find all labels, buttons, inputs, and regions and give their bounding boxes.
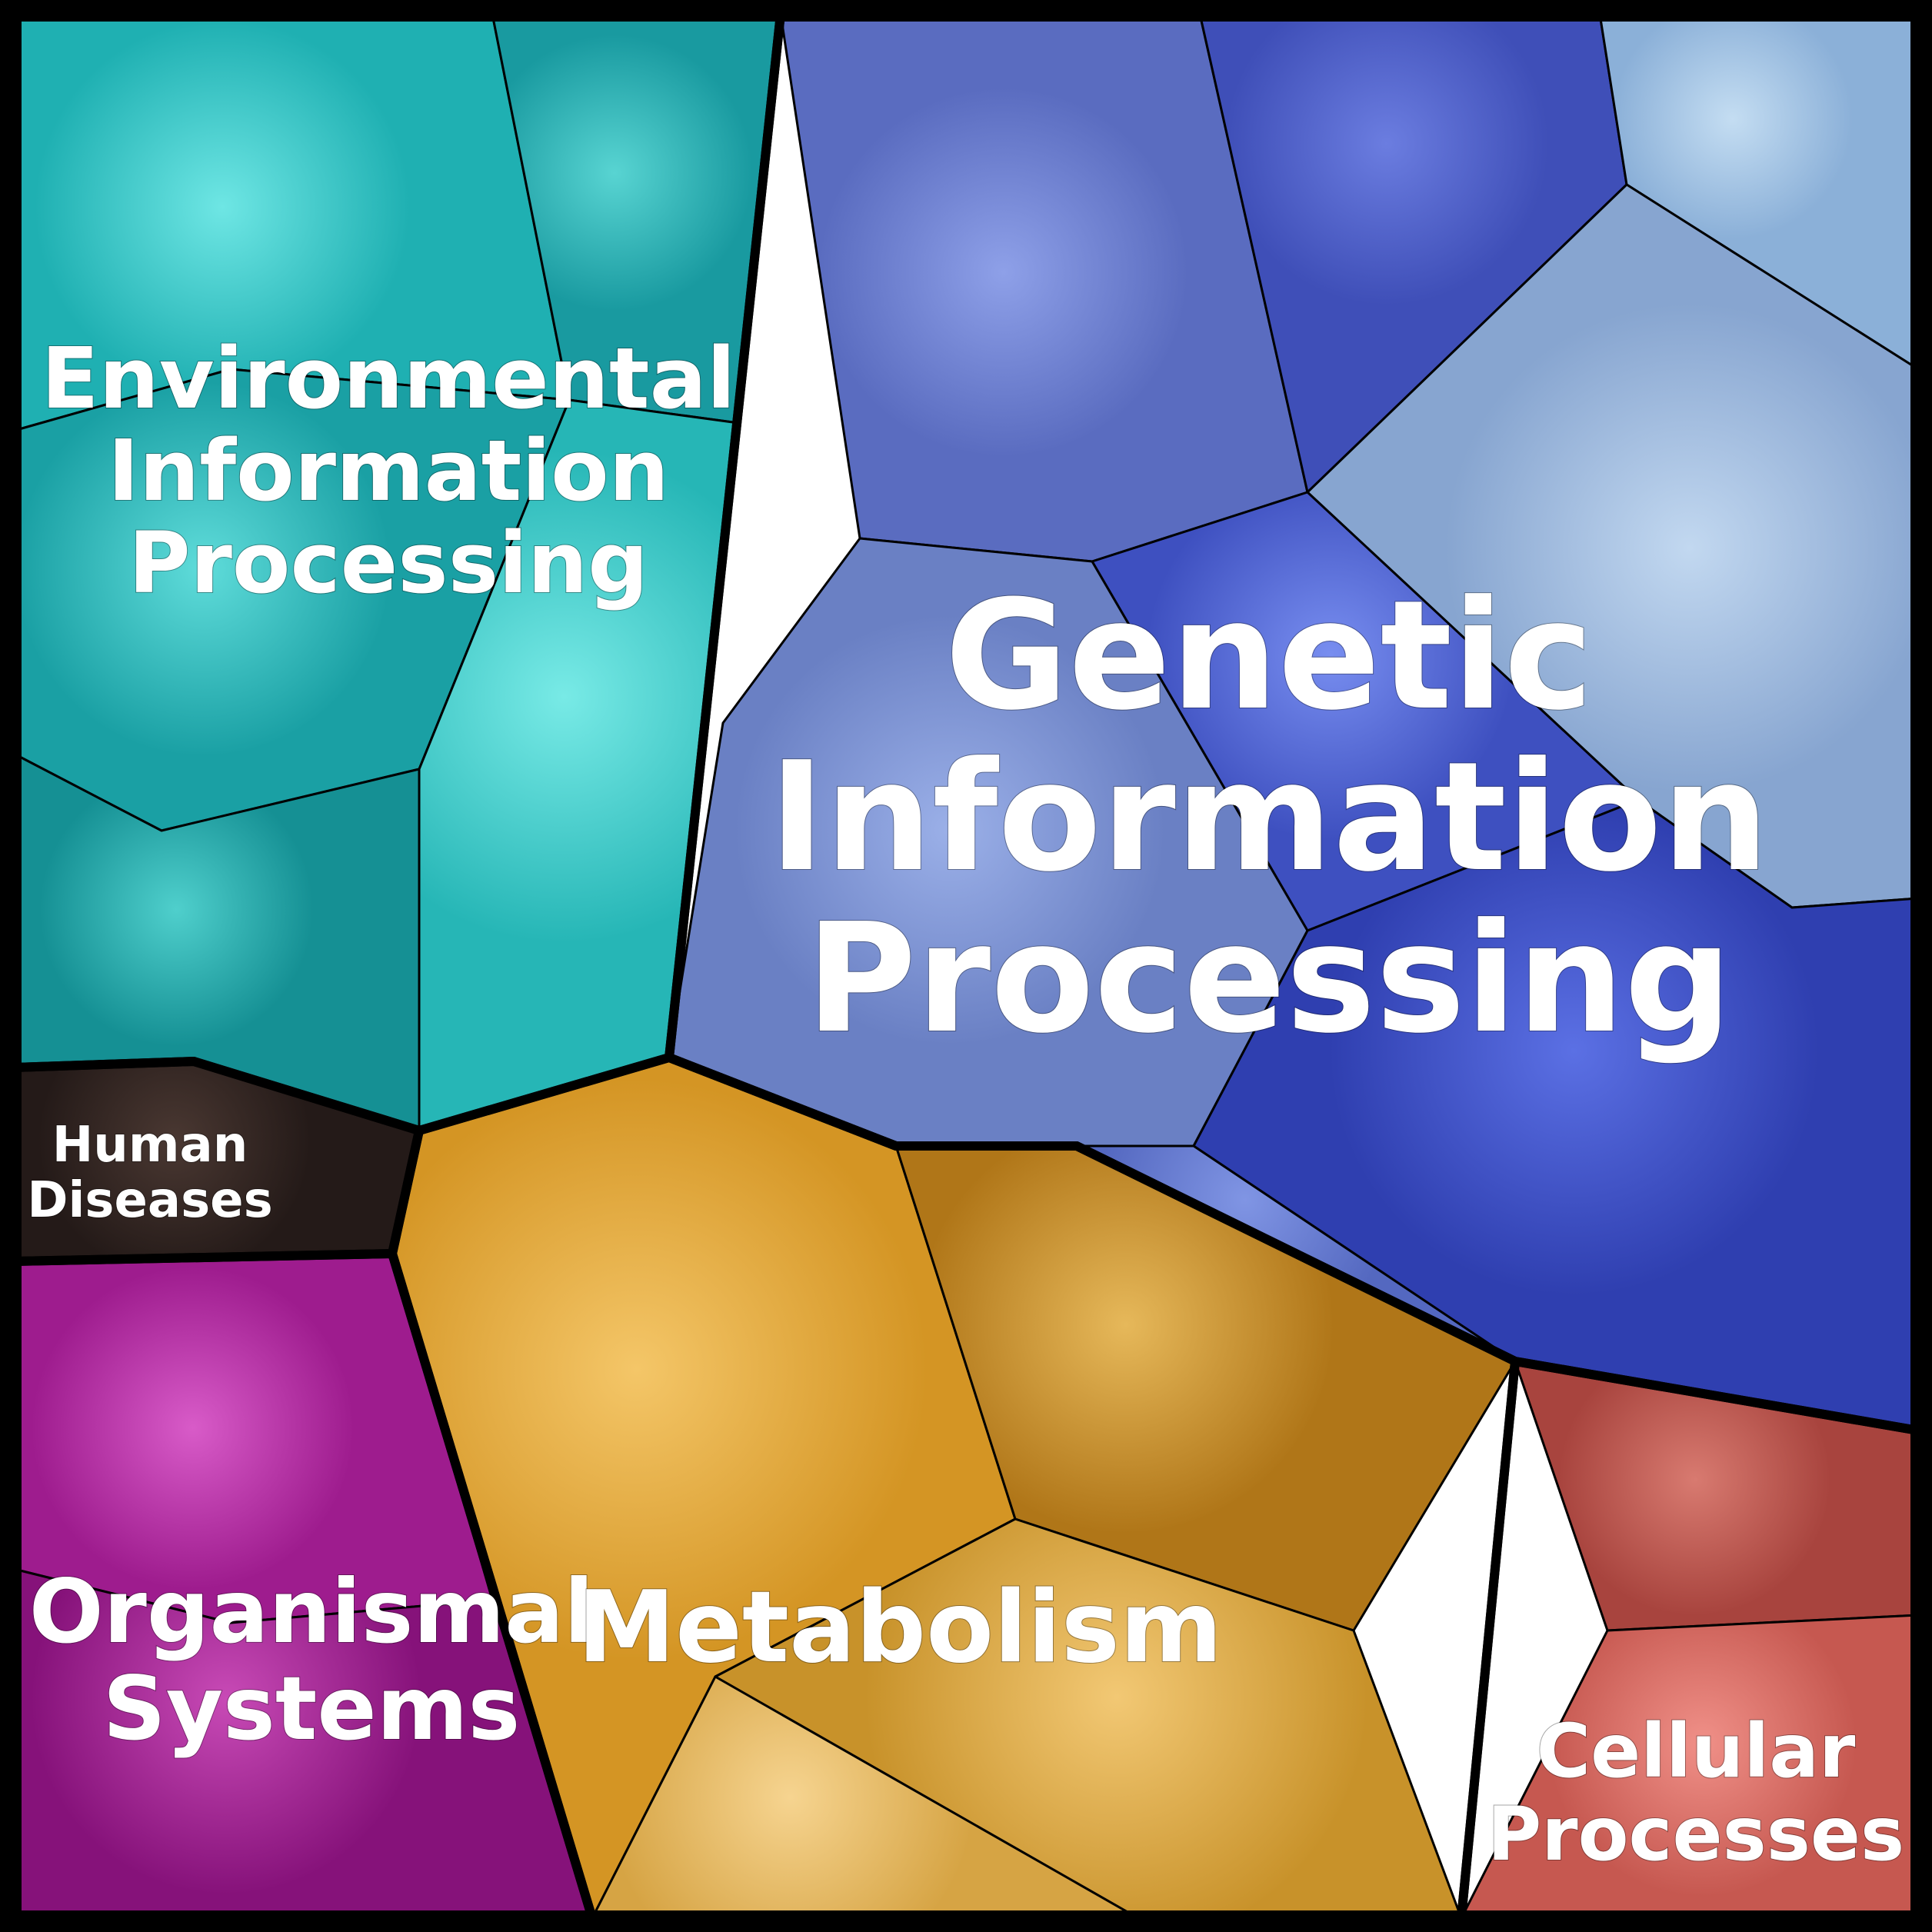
metabolism-label: Metabolism	[578, 1571, 1223, 1685]
organismal-label: OrganismalSystems	[29, 1561, 595, 1760]
human_diseases-label: HumanDiseases	[27, 1117, 272, 1229]
cellular-label: CellularProcesses	[1487, 1708, 1904, 1877]
voronoi-treemap-diagram: GeneticInformationProcessingEnvironmenta…	[0, 0, 1932, 1932]
environmental-label: EnvironmentalInformationProcessing	[41, 329, 735, 612]
